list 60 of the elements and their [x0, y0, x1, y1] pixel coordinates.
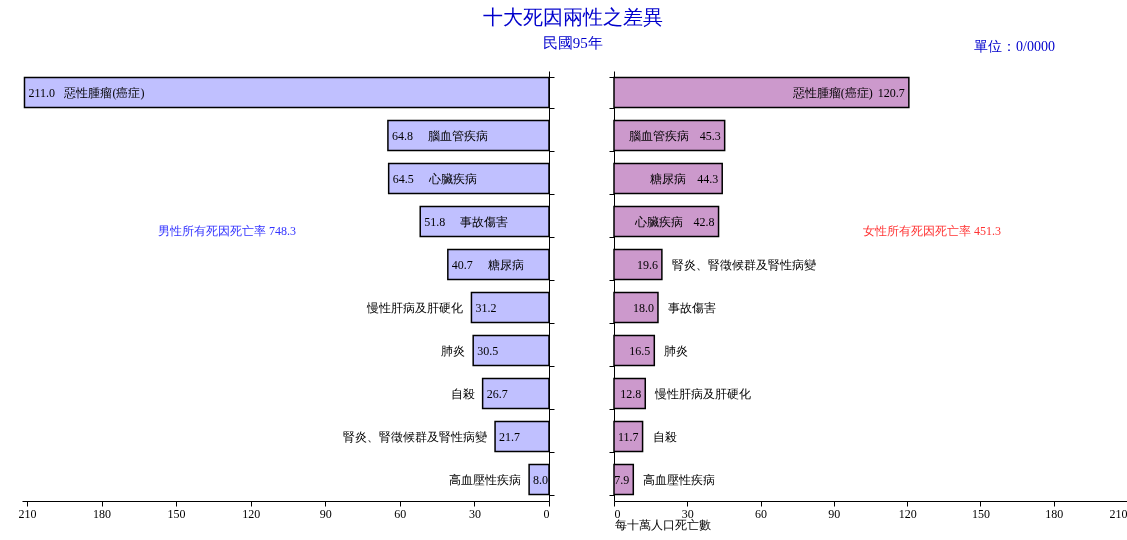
- text: 單位：0/0000: [974, 38, 1055, 56]
- x-tick-label: 150: [167, 506, 186, 521]
- x-tick-label: 120: [242, 506, 261, 521]
- x-axis-title: 每十萬人口死亡數: [614, 517, 711, 532]
- x-tick-label: 60: [394, 506, 407, 521]
- data-label: 42.8: [693, 214, 715, 229]
- data-label: 8.0: [533, 472, 549, 487]
- annotation: 男性所有死因死亡率 748.3: [158, 224, 296, 238]
- data-label: 64.8: [391, 128, 413, 143]
- x-tick-label: 150: [971, 506, 990, 521]
- data-label: 64.5: [392, 171, 414, 186]
- category-label: 腎炎、腎徵候群及腎性病變: [671, 257, 816, 272]
- data-label: 211.0: [28, 85, 56, 100]
- data-label: 26.7: [486, 386, 508, 401]
- data-label: 12.8: [620, 386, 642, 401]
- category-label: 肺炎: [664, 343, 689, 358]
- x-tick-label: 90: [319, 506, 332, 521]
- category-label: 慢性肝病及肝硬化: [367, 300, 464, 315]
- chart-title: 十大死因兩性之差異: [482, 6, 663, 28]
- data-label: 120.7: [877, 85, 905, 100]
- category-label: 心臟疾病: [428, 171, 477, 186]
- category-label: 惡性腫瘤(癌症): [792, 85, 873, 100]
- data-label: 21.7: [499, 429, 521, 444]
- category-label: 高血壓性疾病: [643, 472, 716, 487]
- data-label: 7.9: [614, 472, 630, 487]
- category-label: 腦血管疾病: [427, 128, 488, 143]
- data-label: 18.0: [632, 300, 654, 315]
- data-label: 45.3: [699, 128, 721, 143]
- data-label: 51.8: [424, 214, 446, 229]
- category-label: 慢性肝病及肝硬化: [655, 386, 752, 401]
- x-tick-label: 0: [543, 506, 550, 521]
- category-label: 高血壓性疾病: [449, 472, 522, 487]
- x-tick-label: 120: [898, 506, 917, 521]
- annotation: 女性所有死因死亡率 451.3: [863, 224, 1001, 238]
- category-label: 糖尿病: [487, 257, 524, 272]
- x-tick-label: 30: [468, 506, 481, 521]
- category-label: 肺炎: [441, 343, 466, 358]
- x-tick-label: 180: [93, 506, 112, 521]
- x-tick-label: 210: [1109, 506, 1127, 521]
- data-label: 40.7: [451, 257, 473, 272]
- x-tick-label: 210: [18, 506, 37, 521]
- chart-subtitle: 民國95年: [542, 35, 603, 51]
- data-label: 44.3: [697, 171, 719, 186]
- category-label: 自殺: [652, 429, 677, 444]
- data-label: 31.2: [475, 300, 497, 315]
- data-label: 16.5: [629, 343, 651, 358]
- category-label: 惡性腫瘤(癌症): [64, 85, 145, 100]
- category-label: 自殺: [450, 386, 475, 401]
- data-label: 30.5: [477, 343, 499, 358]
- category-label: 事故傷害: [667, 300, 716, 315]
- category-label: 腦血管疾病: [628, 128, 689, 143]
- category-label: 心臟疾病: [634, 214, 683, 229]
- category-label: 糖尿病: [650, 171, 687, 186]
- x-tick-label: 180: [1045, 506, 1064, 521]
- x-tick-label: 60: [755, 506, 768, 521]
- category-label: 腎炎、腎徵候群及腎性病變: [343, 429, 488, 444]
- data-label: 19.6: [636, 257, 658, 272]
- x-tick-label: 90: [828, 506, 841, 521]
- data-label: 11.7: [618, 429, 639, 444]
- category-label: 事故傷害: [460, 214, 509, 229]
